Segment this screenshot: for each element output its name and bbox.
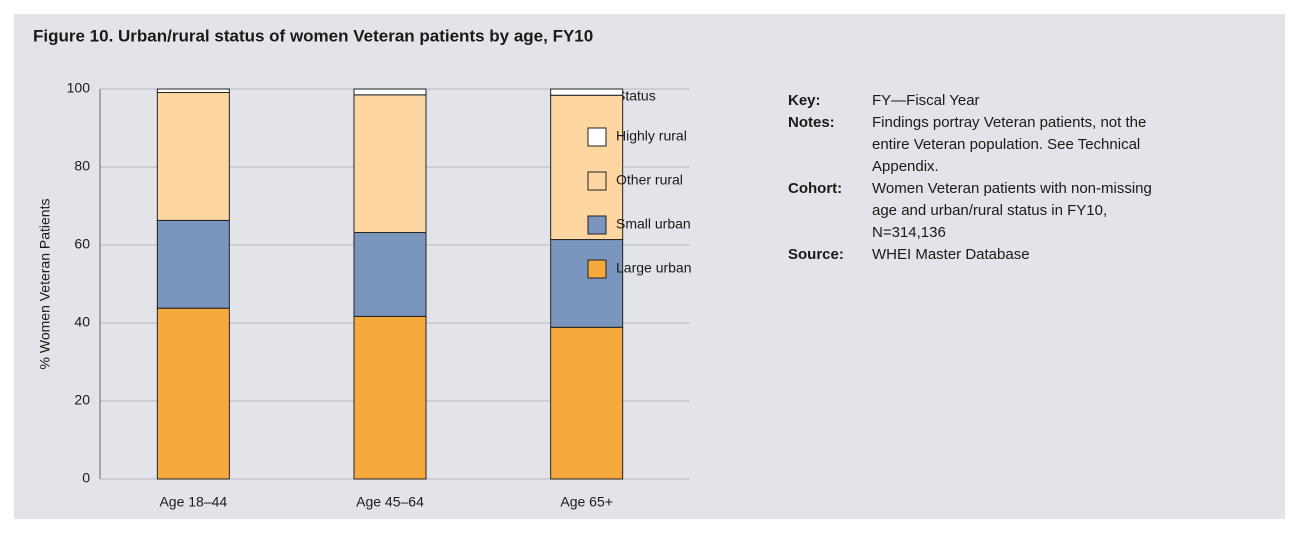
legend-swatch — [587, 259, 607, 279]
x-tick-label: Age 18–44 — [159, 494, 227, 510]
bar-segment — [353, 315, 427, 480]
legend-label: Other rural — [616, 172, 683, 188]
bar-segment — [550, 239, 624, 328]
legend-label: Highly rural — [616, 128, 687, 144]
note-text: FY—Fiscal Year — [872, 92, 980, 109]
legend-label: Large urban — [616, 260, 692, 276]
bar-segment — [156, 307, 230, 480]
bar-segment — [550, 326, 624, 480]
legend-label: Small urban — [616, 216, 691, 232]
note-label: Notes: — [788, 114, 835, 131]
bar-segment — [353, 88, 427, 96]
x-tick-label: Age 65+ — [560, 494, 613, 510]
y-axis-label: % Women Veteran Patients — [37, 199, 53, 370]
y-tick-label: 20 — [74, 392, 90, 408]
x-tick-label: Age 45–64 — [356, 494, 424, 510]
bar-segment — [156, 88, 230, 94]
bar-segment — [353, 94, 427, 234]
note-text: Findings portray Veteran patients, not t… — [872, 114, 1146, 131]
note-label: Key: — [788, 92, 821, 109]
y-tick-label: 60 — [74, 236, 90, 252]
y-tick-label: 100 — [67, 80, 91, 96]
note-label: Source: — [788, 246, 844, 263]
bar-segment — [156, 219, 230, 309]
legend-swatch — [587, 171, 607, 191]
legend-title: Status — [616, 88, 656, 104]
note-text: age and urban/rural status in FY10, — [872, 202, 1107, 219]
y-tick-label: 40 — [74, 314, 90, 330]
bar-segment — [550, 94, 624, 241]
note-text: Women Veteran patients with non-missing — [872, 180, 1152, 197]
note-text: WHEI Master Database — [872, 246, 1030, 263]
y-tick-label: 0 — [82, 470, 90, 486]
chart-title: Figure 10. Urban/rural status of women V… — [33, 26, 593, 45]
bar-segment — [353, 232, 427, 317]
legend-swatch — [587, 215, 607, 235]
note-text: N=314,136 — [872, 224, 946, 241]
note-label: Cohort: — [788, 180, 842, 197]
bar-segment — [550, 88, 624, 96]
note-text: Appendix. — [872, 158, 939, 175]
legend-swatch — [587, 127, 607, 147]
y-tick-label: 80 — [74, 158, 90, 174]
bar-segment — [156, 92, 230, 221]
note-text: entire Veteran population. See Technical — [872, 136, 1140, 153]
